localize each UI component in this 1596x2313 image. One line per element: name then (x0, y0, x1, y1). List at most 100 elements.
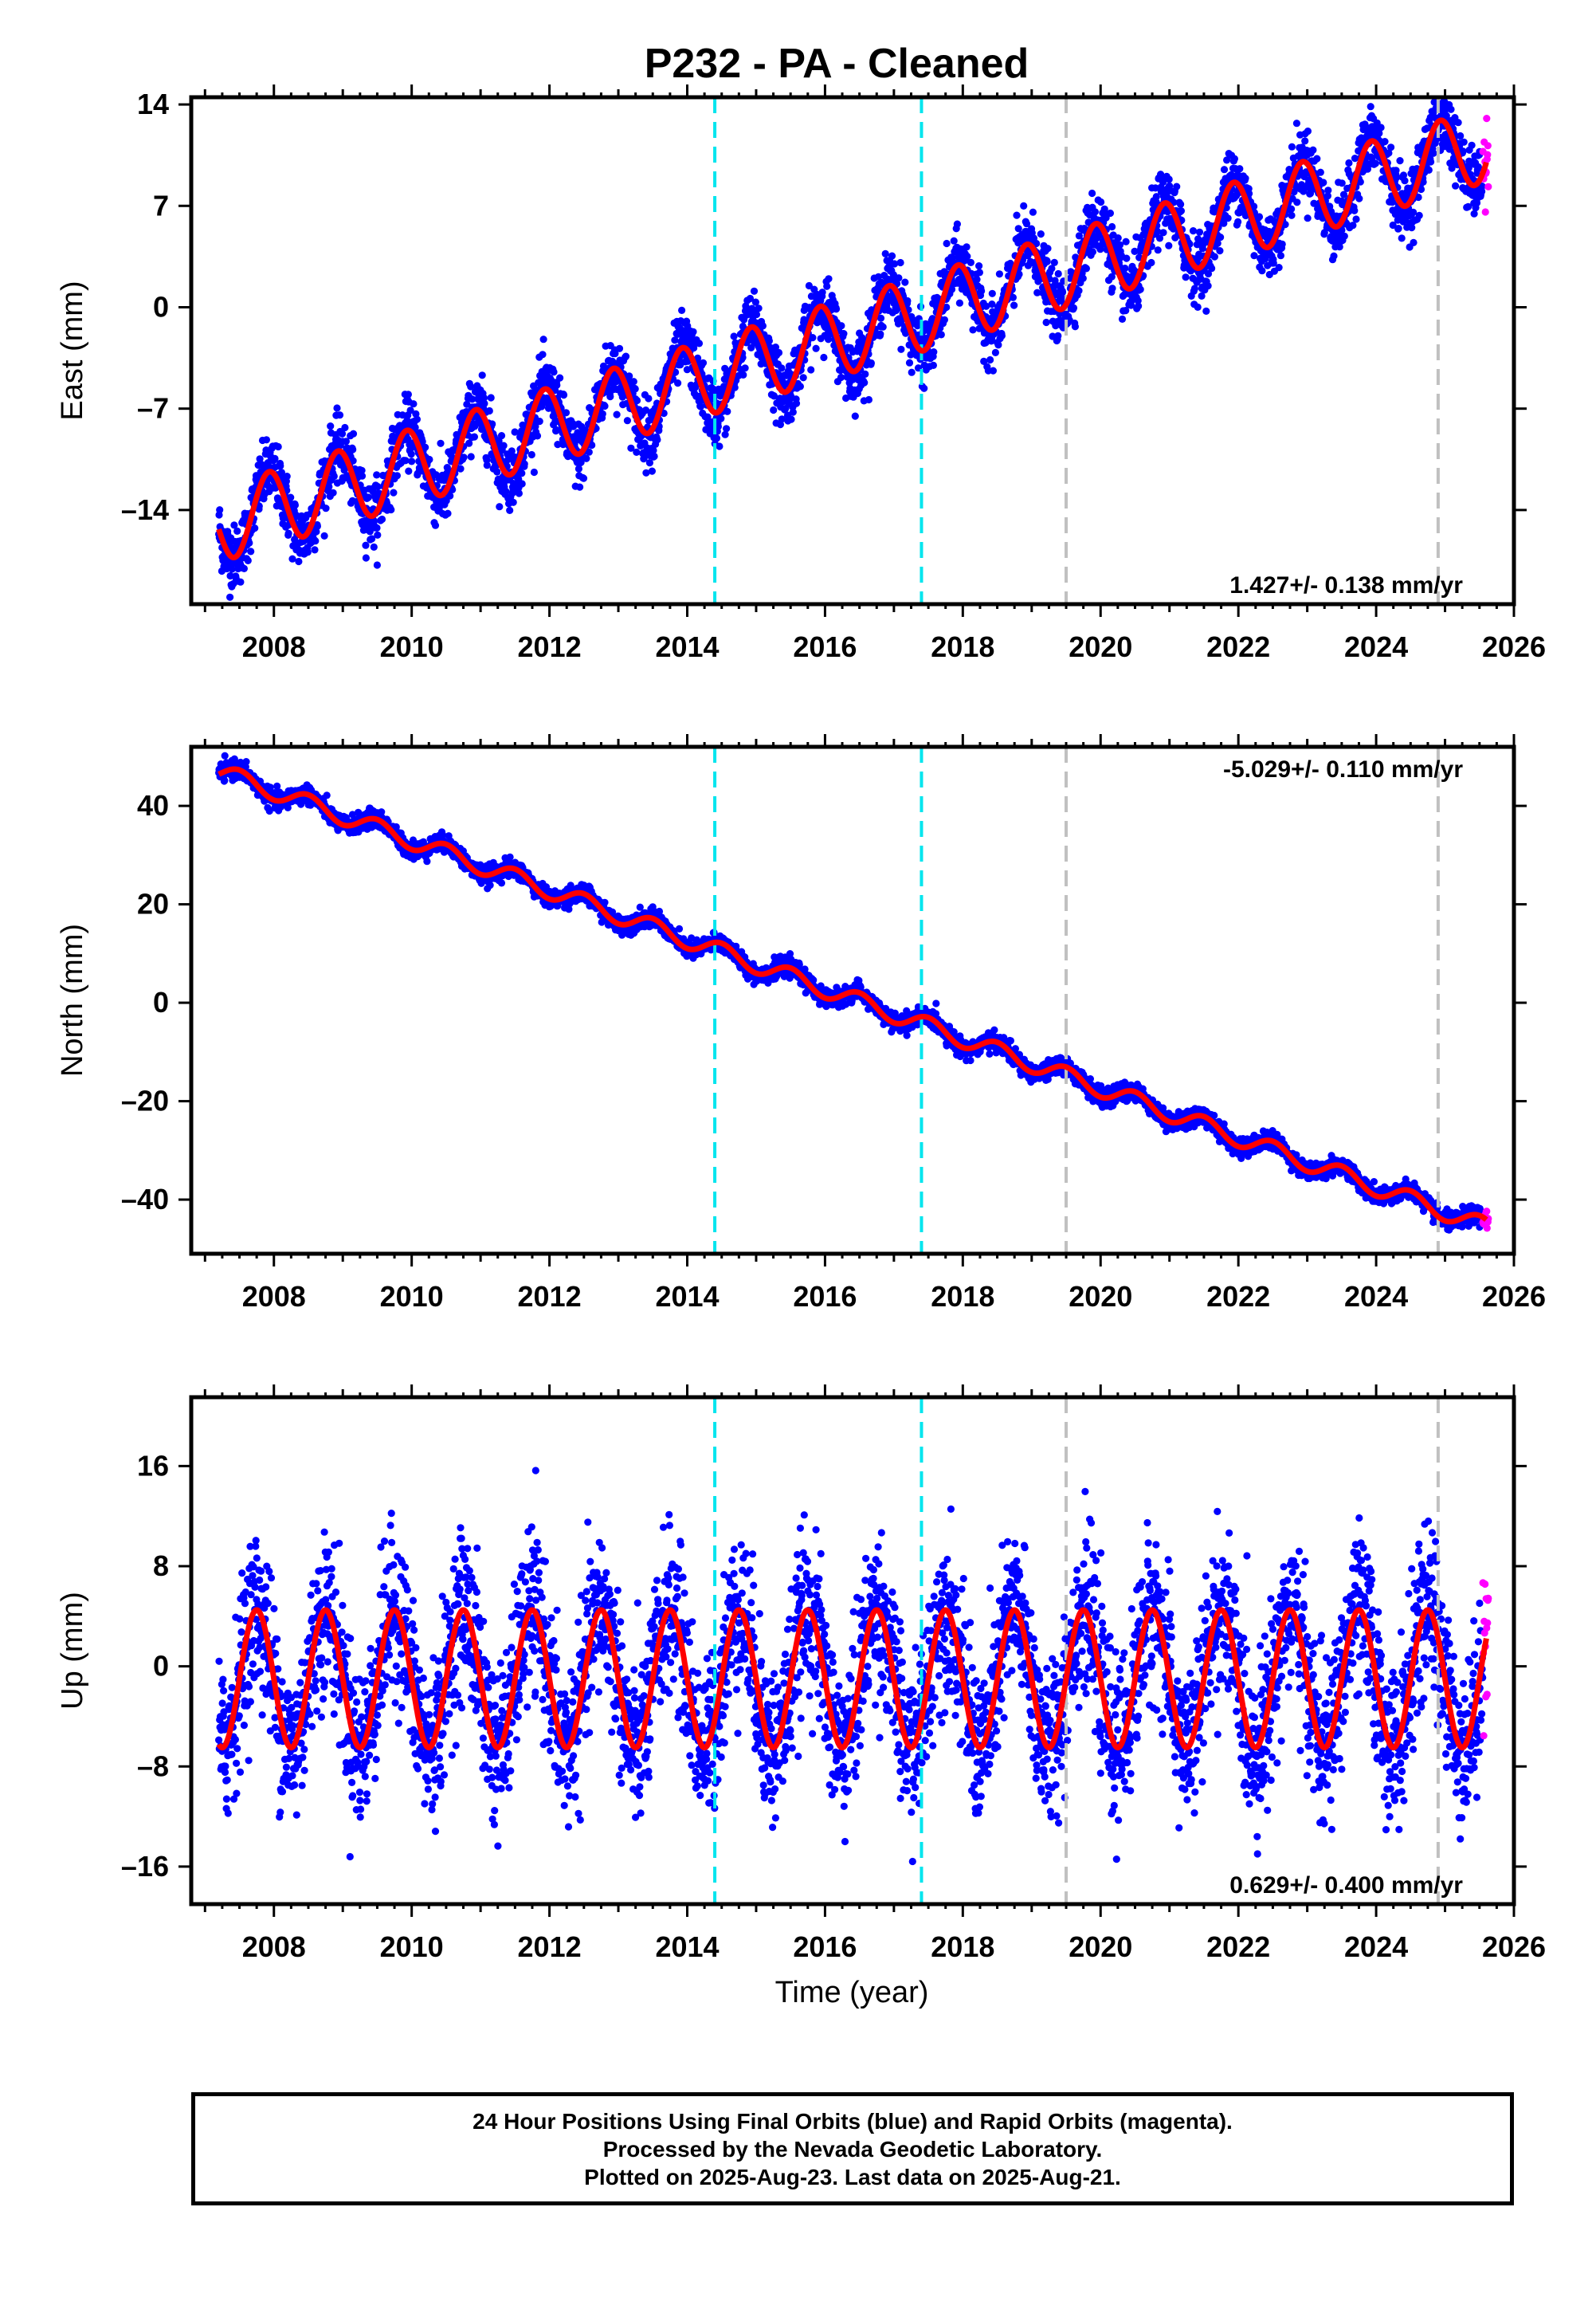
final-orbit-point (574, 465, 583, 473)
final-orbit-point (714, 422, 723, 430)
final-orbit-point (1377, 124, 1385, 132)
final-orbit-point (897, 345, 905, 353)
rapid-orbit-point (1484, 151, 1492, 159)
final-orbit-point (533, 432, 542, 440)
final-orbit-point (975, 269, 983, 277)
final-orbit-point (1301, 137, 1309, 145)
final-orbit-point (1234, 218, 1242, 226)
final-orbit-point (633, 396, 641, 405)
final-orbit-point (1044, 245, 1052, 253)
final-orbit-point (404, 391, 412, 399)
final-orbit-point (449, 485, 457, 494)
final-orbit-point (1472, 198, 1481, 207)
final-orbit-point (1014, 225, 1022, 233)
final-orbit-point (320, 532, 328, 540)
final-orbit-point (950, 237, 958, 245)
y-tick-label: 0 (153, 290, 169, 323)
final-orbit-point (1154, 246, 1162, 254)
final-orbit-point (606, 393, 614, 401)
final-orbit-point (554, 441, 562, 449)
final-orbit-point (840, 330, 848, 338)
final-orbit-point (393, 472, 401, 480)
final-orbit-point (1202, 307, 1210, 315)
final-orbit-point (967, 258, 974, 266)
final-orbit-point (291, 501, 299, 509)
final-orbit-point (799, 374, 807, 382)
final-orbit-point (467, 383, 475, 391)
east-y-axis-label: East (mm) (56, 281, 89, 420)
final-orbit-point (559, 391, 568, 399)
final-orbit-point (518, 469, 526, 477)
final-orbit-point (1288, 211, 1296, 219)
final-orbit-point (370, 543, 378, 552)
final-orbit-point (649, 446, 657, 454)
final-orbit-point (861, 379, 869, 387)
final-orbit-point (988, 289, 996, 297)
final-orbit-point (304, 548, 312, 556)
final-orbit-point (1159, 229, 1167, 237)
final-orbit-point (1075, 287, 1083, 295)
final-orbit-point (721, 430, 729, 438)
final-orbit-point (998, 332, 1006, 340)
final-orbit-point (358, 472, 367, 480)
x-tick-label: 2022 (1206, 630, 1270, 663)
final-orbit-point (368, 535, 376, 543)
final-orbit-point (1088, 189, 1096, 198)
final-orbit-point (891, 260, 899, 268)
final-orbit-point (562, 409, 571, 417)
final-orbit-point (969, 326, 977, 334)
final-orbit-point (407, 457, 416, 465)
final-orbit-point (374, 531, 382, 539)
final-orbit-point (861, 370, 869, 378)
x-tick-label: 2016 (793, 630, 857, 663)
final-orbit-point (653, 436, 661, 444)
final-orbit-point (770, 392, 778, 400)
final-orbit-point (530, 468, 539, 477)
final-orbit-point (582, 454, 590, 462)
final-orbit-point (905, 359, 914, 367)
final-orbit-point (618, 393, 626, 401)
final-orbit-point (1330, 252, 1338, 260)
final-orbit-point (723, 425, 731, 433)
final-orbit-point (622, 352, 630, 360)
rapid-orbit-point (1484, 183, 1492, 190)
final-orbit-point (1258, 267, 1266, 275)
final-orbit-point (480, 394, 488, 402)
final-orbit-point (240, 564, 248, 573)
final-orbit-point (1108, 222, 1116, 231)
final-orbit-point (1293, 198, 1301, 206)
final-orbit-point (1396, 157, 1404, 165)
final-orbit-point (373, 524, 381, 532)
final-orbit-point (601, 402, 609, 410)
final-orbit-point (759, 322, 767, 330)
final-orbit-point (1340, 232, 1348, 240)
final-orbit-point (896, 258, 904, 267)
final-orbit-point (901, 278, 909, 286)
final-orbit-point (809, 334, 817, 342)
final-orbit-point (991, 348, 999, 356)
final-orbit-point (230, 521, 238, 529)
final-orbit-point (364, 493, 372, 501)
final-orbit-point (478, 371, 486, 379)
final-orbit-point (228, 565, 236, 573)
final-orbit-point (982, 302, 990, 310)
final-orbit-point (374, 483, 382, 491)
final-orbit-point (1147, 258, 1155, 267)
final-orbit-point (262, 436, 270, 444)
final-orbit-point (216, 506, 224, 514)
final-orbit-point (1122, 238, 1130, 245)
final-orbit-point (1371, 159, 1379, 167)
final-orbit-point (237, 578, 245, 586)
final-orbit-point (413, 415, 422, 423)
final-orbit-point (943, 303, 951, 312)
final-orbit-point (1121, 265, 1129, 273)
final-orbit-point (623, 417, 632, 425)
final-orbit-point (322, 505, 330, 512)
final-orbit-point (1071, 323, 1079, 331)
final-orbit-point (629, 378, 637, 386)
final-orbit-point (1313, 155, 1321, 163)
final-orbit-point (1135, 302, 1143, 310)
final-orbit-point (437, 439, 445, 447)
final-orbit-point (1288, 143, 1296, 151)
